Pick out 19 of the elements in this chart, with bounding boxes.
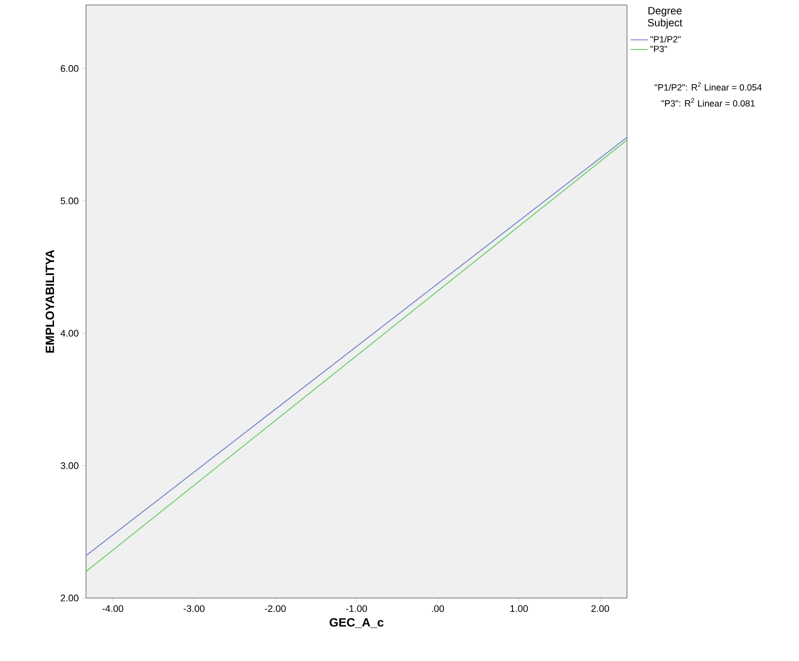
y-tick-label: 4.00 <box>60 330 78 337</box>
x-tick-label: -2.00 <box>264 605 286 612</box>
y-tick-label: 6.00 <box>60 65 78 72</box>
legend-label: "P1/P2" <box>650 36 681 42</box>
legend-label: "P3" <box>650 46 668 52</box>
legend-title: Degree Subject <box>648 7 682 28</box>
x-tick-label: .00 <box>432 605 444 612</box>
y-tick-label: 3.00 <box>60 462 78 469</box>
text: "P3": R$^{2}$ Linear = 0.081 <box>662 98 755 107</box>
x-tick-label: 1.00 <box>510 605 528 612</box>
y-tick-label: 2.00 <box>60 594 78 602</box>
x-tick-label: -1.00 <box>346 605 367 612</box>
text: "P1/P2": R$^{2}$ Linear = 0.054 <box>654 82 762 91</box>
x-axis-title: GEC_A_c <box>330 618 384 628</box>
y-tick-label: 5.00 <box>60 198 78 204</box>
x-tick-label: -3.00 <box>184 605 204 612</box>
x-tick-label: -4.00 <box>102 605 124 612</box>
y-axis-title: EMPLOYABILITYA <box>46 250 54 353</box>
x-tick-label: 2.00 <box>591 605 610 612</box>
